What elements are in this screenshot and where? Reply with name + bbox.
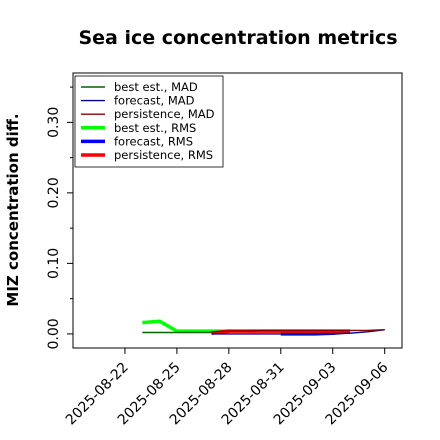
y-tick-label: 0.30 xyxy=(46,107,62,138)
y-tick-label: 0.00 xyxy=(46,318,62,349)
legend-entry: persistence, MAD xyxy=(114,107,215,121)
chart-title: Sea ice concentration metrics xyxy=(78,27,397,49)
series-lines xyxy=(142,319,385,336)
y-tick-label: 0.10 xyxy=(46,248,62,279)
series-line xyxy=(142,319,229,333)
series-line xyxy=(211,329,385,335)
plot-frame xyxy=(72,72,403,349)
y-axis-label: MIZ concentration diff. xyxy=(4,113,22,306)
y-ticks: 0.00 0.10 0.20 0.30 xyxy=(46,86,73,349)
legend-entry: best est., MAD xyxy=(114,80,198,94)
legend-box xyxy=(74,75,224,168)
series-line xyxy=(211,329,385,333)
legend-entry: forecast, RMS xyxy=(114,134,193,148)
legend-entry: forecast, MAD xyxy=(114,94,195,108)
legend-entry: persistence, RMS xyxy=(114,148,213,162)
y-tick-label: 0.20 xyxy=(46,177,62,208)
legend-entry: best est., RMS xyxy=(114,121,196,135)
x-ticks: 2025-08-222025-08-252025-08-282025-08-31… xyxy=(63,348,392,428)
